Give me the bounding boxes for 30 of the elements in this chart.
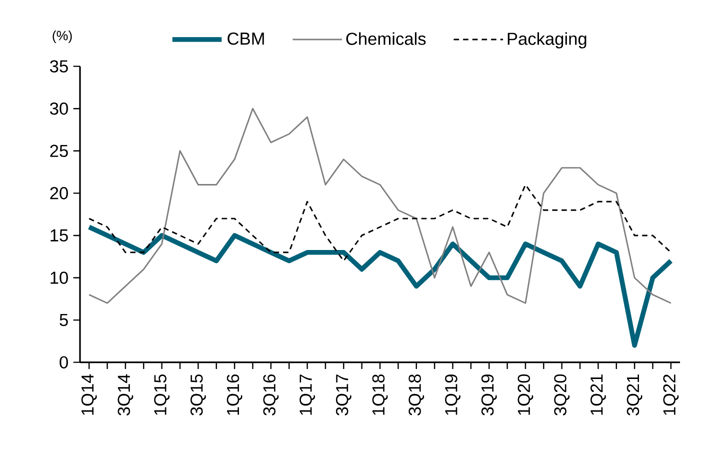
x-tick-label: 3Q15 [190,374,206,416]
y-tick-label: 0 [60,356,68,368]
y-tick-label: 20 [50,187,68,200]
x-tick-label: 1Q17 [300,374,315,415]
x-tick-label: 1Q18 [372,374,388,415]
x-tick-label: 1Q21 [590,374,606,415]
y-tick-label: 30 [50,102,68,115]
y-tick-label: 35 [50,60,68,72]
x-tick-label: 3Q18 [408,374,424,416]
legend-label: CBM [228,32,264,45]
y-tick-label: 25 [50,144,68,158]
x-tick-label: 1Q19 [445,374,460,415]
x-tick-label: 3Q14 [118,374,134,416]
x-tick-label: 3Q19 [481,374,497,416]
x-tick-label: 1Q16 [226,374,242,415]
line-series [88,108,672,304]
y-tick-label: 5 [60,314,68,326]
x-tick-label: 1Q22 [663,374,679,415]
x-tick-label: 3Q16 [263,374,279,416]
y-axis-title: (%) [52,30,72,43]
x-tick-label: 3Q21 [626,374,642,416]
x-tick-label: 3Q20 [554,374,570,416]
x-tick-label: 3Q17 [336,374,352,416]
x-tick-label: 1Q15 [154,374,170,415]
y-tick-label: 15 [50,229,68,242]
x-tick-label: 1Q14 [81,374,97,415]
legend-label: Packaging [508,32,586,48]
legend-label: Chemicals [346,32,426,45]
y-tick-label: 10 [50,272,68,284]
x-tick-label: 1Q20 [518,374,534,415]
